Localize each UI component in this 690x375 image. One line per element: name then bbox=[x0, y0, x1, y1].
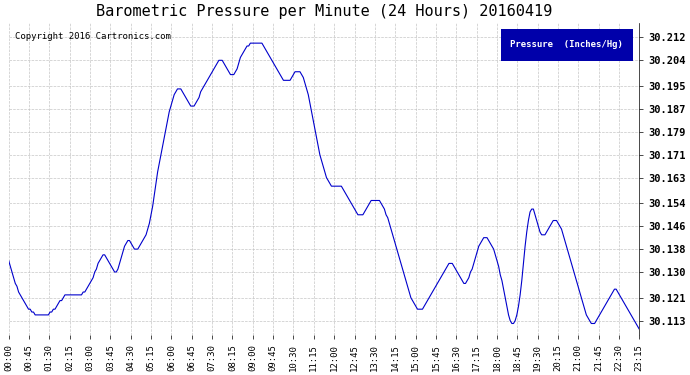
Title: Barometric Pressure per Minute (24 Hours) 20160419: Barometric Pressure per Minute (24 Hours… bbox=[96, 4, 552, 19]
Text: Copyright 2016 Cartronics.com: Copyright 2016 Cartronics.com bbox=[15, 33, 171, 42]
